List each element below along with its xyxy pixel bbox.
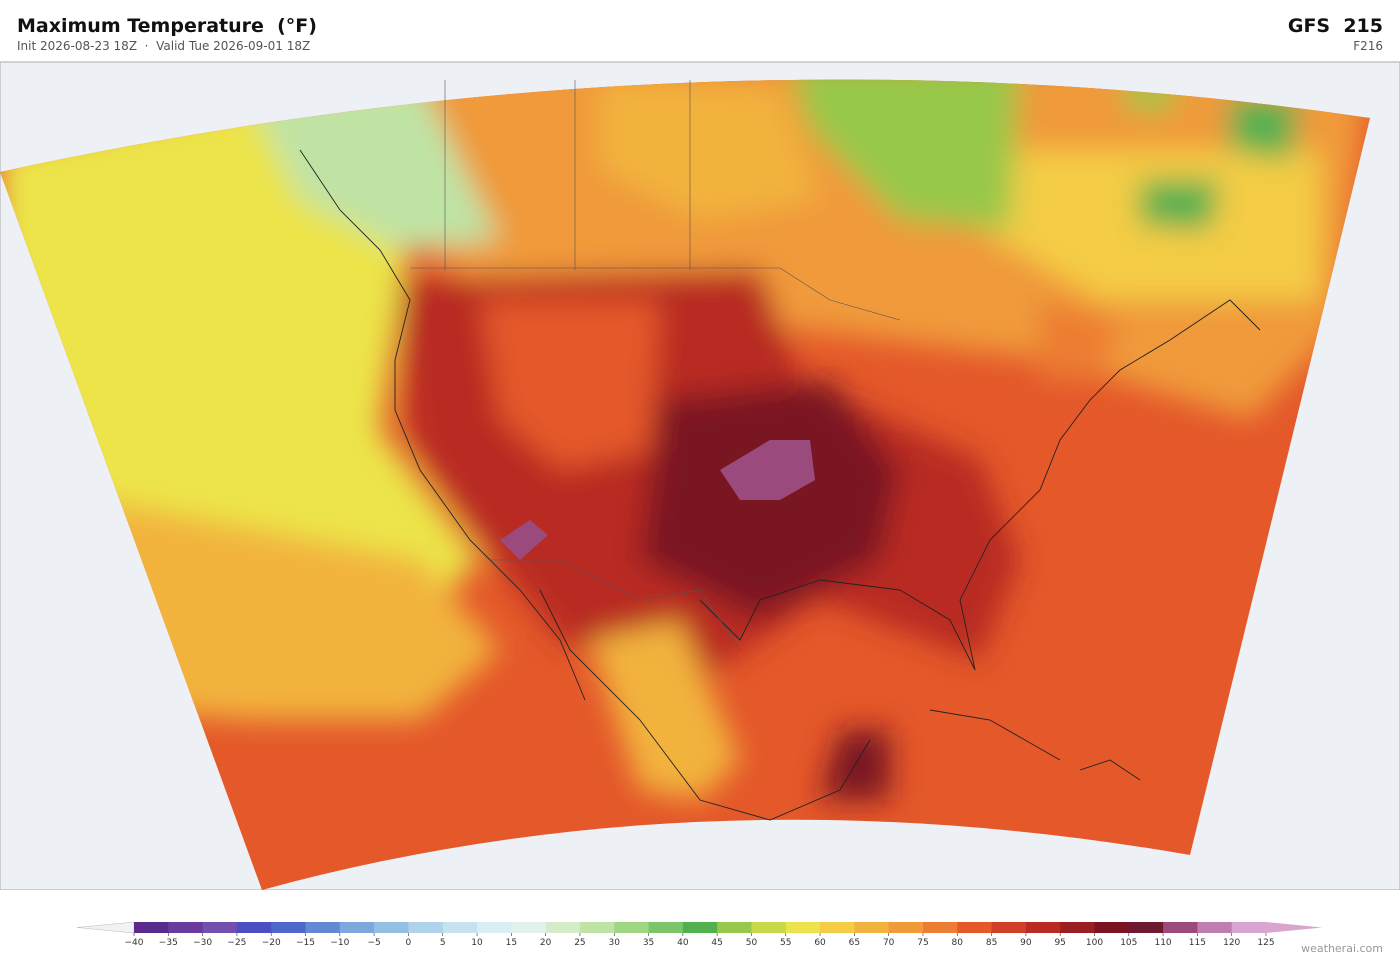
colorbar-tick-label: 120: [1223, 938, 1240, 948]
credit: weatherai.com: [1301, 942, 1383, 955]
colorbar-segment: [1163, 922, 1198, 933]
colorbar-tick-label: 40: [677, 938, 689, 948]
colorbar-segment: [168, 922, 204, 933]
colorbar-segment: [717, 922, 752, 933]
colorbar-segment: [614, 922, 650, 933]
colorbar-tick-label: −10: [330, 938, 349, 948]
colorbar-tick-label: 15: [506, 938, 517, 948]
colorbar-tick-label: 35: [643, 938, 654, 948]
colorbar-tick-label: 20: [540, 938, 552, 948]
map-subtitle: Init 2026-08-23 18Z · Valid Tue 2026-09-…: [17, 39, 311, 53]
colorbar-segment: [408, 922, 444, 933]
colorbar-tick-label: 95: [1054, 938, 1065, 948]
colorbar-segment: [442, 922, 478, 933]
colorbar-tick-label: 115: [1189, 938, 1206, 948]
colorbar-segment: [991, 922, 1027, 933]
colorbar-segment: [477, 922, 512, 933]
colorbar-under: [76, 921, 135, 934]
colorbar-segment: [1025, 922, 1061, 933]
colorbar-tick-label: 10: [471, 938, 483, 948]
colorbar-tick-label: −15: [296, 938, 315, 948]
colorbar-tick-label: 30: [609, 938, 621, 948]
colorbar-tick-label: −30: [193, 938, 212, 948]
colorbar-tick-label: 25: [574, 938, 585, 948]
colorbar-segment: [854, 922, 890, 933]
colorbar-tick-label: 90: [1020, 938, 1032, 948]
colorbar-segment: [134, 922, 169, 933]
colorbar-segment: [648, 922, 684, 933]
colorbar-segment: [202, 922, 238, 933]
colorbar-tick-label: 125: [1257, 938, 1274, 948]
colorbar-segment: [751, 922, 787, 933]
colorbar-segment: [1231, 922, 1267, 933]
borders: [410, 80, 901, 651]
colorbar-segment: [511, 922, 547, 933]
colorbar-tick-label: 80: [952, 938, 964, 948]
colorbar-tick-label: −5: [367, 938, 380, 948]
colorbar-tick-label: 65: [849, 938, 860, 948]
colorbar-tick-label: −20: [262, 938, 281, 948]
colorbar-tick-label: 75: [917, 938, 928, 948]
forecast-hour: F216: [1353, 39, 1383, 53]
colorbar: −40 −35 −30 −25 −20 −15 −10 −5 0 5 10 15 20 25 30 35 40 4…: [76, 921, 1322, 948]
colorbar-segment: [545, 922, 581, 933]
colorbar-tick-label: 55: [780, 938, 791, 948]
colorbar-segment: [1060, 922, 1095, 933]
colorbar-segment: [236, 922, 272, 933]
colorbar-tick-label: −40: [125, 938, 144, 948]
colorbar-tick-label: 70: [883, 938, 895, 948]
colorbar-segment: [374, 922, 409, 933]
colorbar-tick-label: 45: [711, 938, 722, 948]
colorbar-tick-label: 105: [1120, 938, 1137, 948]
colorbar-tick-label: −35: [159, 938, 178, 948]
colorbar-tick-label: 85: [986, 938, 997, 948]
map: [0, 61, 1400, 890]
map-title: Maximum Temperature (°F): [17, 15, 317, 37]
colorbar-segment: [682, 922, 718, 933]
colorbar-tick-label: 0: [406, 938, 412, 948]
colorbar-tick-label: 50: [746, 938, 758, 948]
colorbar-tick-label: 60: [814, 938, 826, 948]
colorbar-segment: [1094, 922, 1130, 933]
colorbar-tick-label: 110: [1154, 938, 1171, 948]
colorbar-segment: [305, 922, 341, 933]
colorbar-segment: [1197, 922, 1233, 933]
colorbar-segment: [785, 922, 821, 933]
colorbar-segment: [339, 922, 375, 933]
colorbar-segment: [922, 922, 958, 933]
coastlines: [299, 149, 1261, 821]
colorbar-tick-label: 100: [1086, 938, 1103, 948]
colorbar-segment: [579, 922, 615, 933]
colorbar-tick-label: 5: [440, 938, 446, 948]
colorbar-over: [1266, 922, 1322, 933]
colorbar-segment: [820, 922, 855, 933]
model-name: GFS 215: [1287, 15, 1383, 37]
colorbar-segment: [957, 922, 993, 933]
colorbar-segment: [888, 922, 924, 933]
colorbar-tick-label: −25: [227, 938, 246, 948]
colorbar-segment: [1128, 922, 1164, 933]
colorbar-segment: [271, 922, 307, 933]
